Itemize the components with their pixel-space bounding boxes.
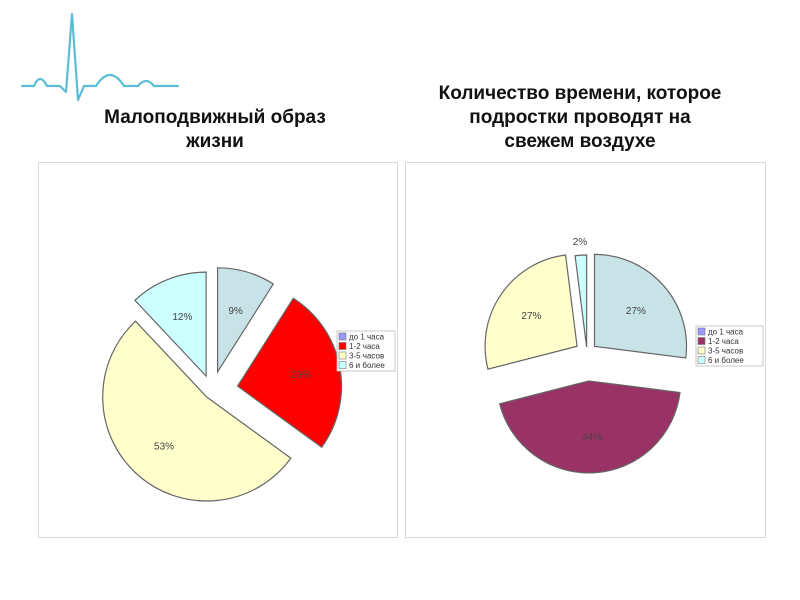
- slice-label-right-2: 27%: [521, 311, 541, 322]
- legend-swatch-left-1: [338, 342, 347, 350]
- slice-label-left-3: 12%: [172, 312, 192, 323]
- pie-slice-right-2: [484, 254, 578, 370]
- legend-swatch-right-3: [697, 356, 706, 364]
- legend-label-left-2: 3-5 часов: [349, 352, 384, 361]
- slice-label-left-0: 9%: [228, 306, 243, 317]
- legend-label-right-1: 1-2 часа: [708, 337, 739, 346]
- legend-label-right-2: 3-5 часов: [708, 347, 743, 356]
- pie-slice-left-1: [236, 297, 343, 449]
- legend-swatch-right-0: [697, 327, 706, 336]
- pie-slice-left-0: [216, 267, 275, 374]
- slice-label-right-3: 2%: [573, 237, 588, 248]
- slice-label-left-2: 53%: [154, 441, 174, 452]
- legend-label-left-1: 1-2 часа: [349, 342, 380, 351]
- legend-label-right-0: до 1 часа: [708, 328, 744, 337]
- chart-panel-right: 27% 44% 27% 2% до 1 часа 1-2 часа 3-5 часов 6 и…: [405, 162, 766, 538]
- pie-slice-right-1: [498, 380, 681, 474]
- legend-swatch-left-2: [338, 351, 347, 360]
- slice-label-left-1: 26%: [291, 370, 311, 381]
- legend-label-left-0: до 1 часа: [349, 333, 385, 342]
- pie-slice-right-0: [593, 253, 688, 359]
- legend-swatch-right-1: [697, 337, 706, 345]
- chart-title-left: Малоподвижный образ жизни: [104, 107, 326, 152]
- chart-panel-left: 9% 26% 53% 12% до 1 часа 1-2 часа 3-5 часов 6 и…: [38, 162, 398, 538]
- legend-swatch-left-0: [338, 332, 347, 341]
- heartbeat-line-icon: [20, 12, 180, 102]
- legend-right: [695, 325, 764, 367]
- pie-slice-right-3: [574, 254, 588, 348]
- legend-swatch-left-3: [338, 361, 347, 369]
- slice-label-right-0: 27%: [626, 306, 646, 317]
- pie-slice-left-3: [134, 271, 207, 378]
- legend-label-right-3: 6 и более: [708, 356, 744, 365]
- legend-label-left-3: 6 и более: [349, 361, 385, 370]
- legend-swatch-right-2: [697, 346, 706, 355]
- pie-slice-left-2: [102, 320, 292, 502]
- slice-label-right-1: 44%: [582, 432, 602, 443]
- legend-left: [336, 330, 396, 372]
- chart-title-right: Количество времени, которое подростки пр…: [438, 83, 722, 152]
